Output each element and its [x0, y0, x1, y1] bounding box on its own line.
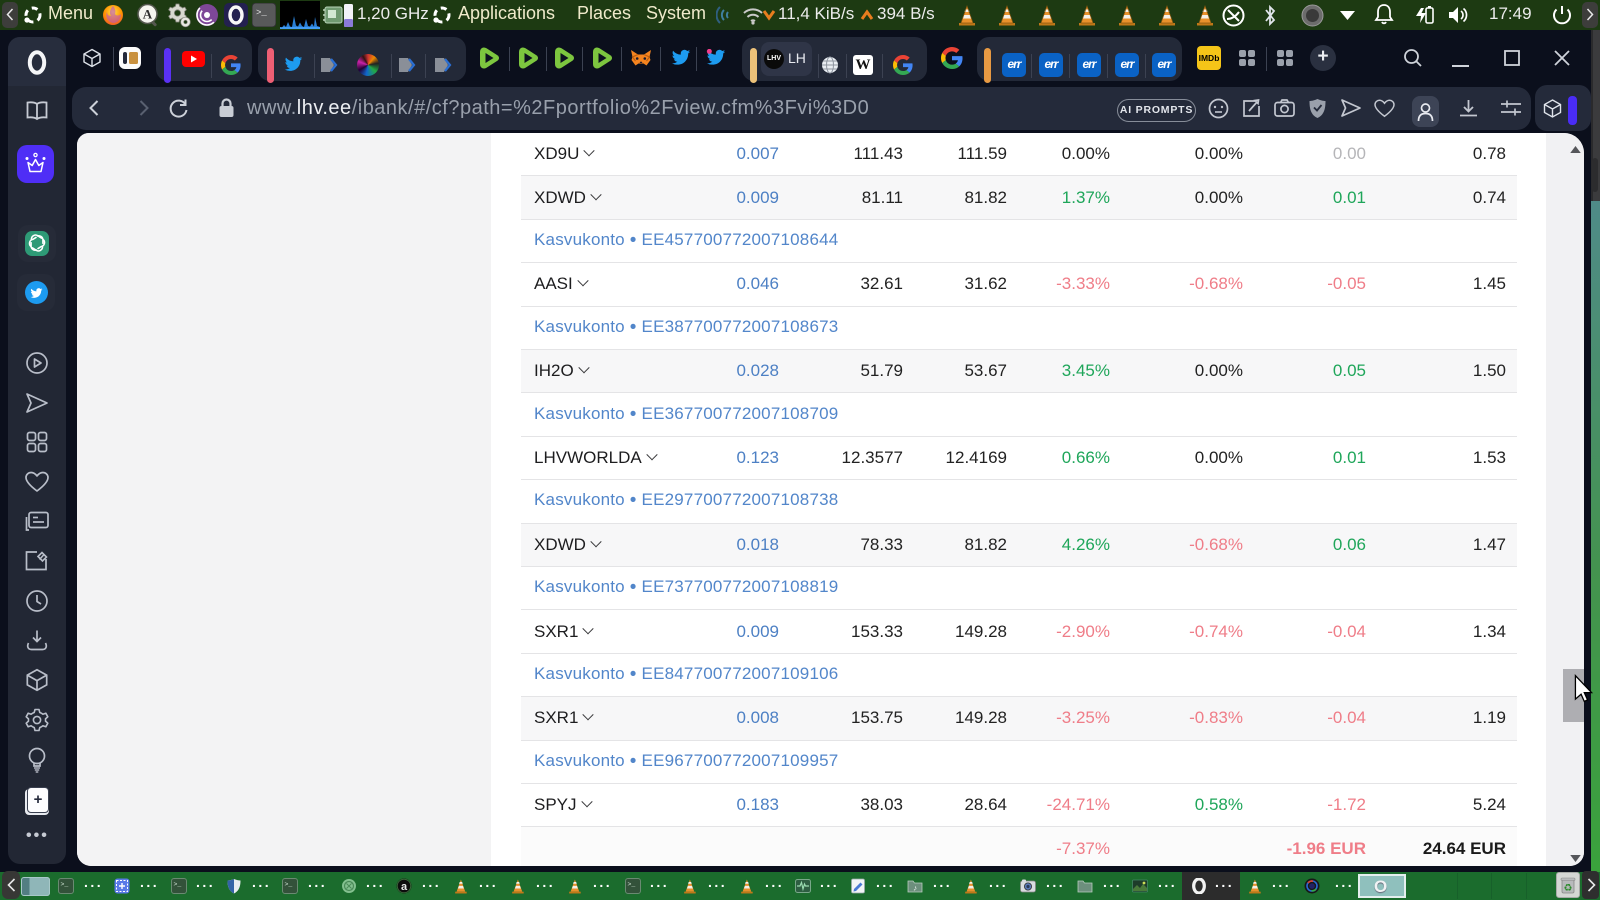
- svg-text:A: A: [143, 7, 153, 22]
- svg-text:a: a: [401, 881, 408, 893]
- svg-text:♪: ♪: [913, 884, 917, 893]
- svg-text:♻: ♻: [1564, 883, 1573, 894]
- svg-text:>_: >_: [256, 8, 267, 18]
